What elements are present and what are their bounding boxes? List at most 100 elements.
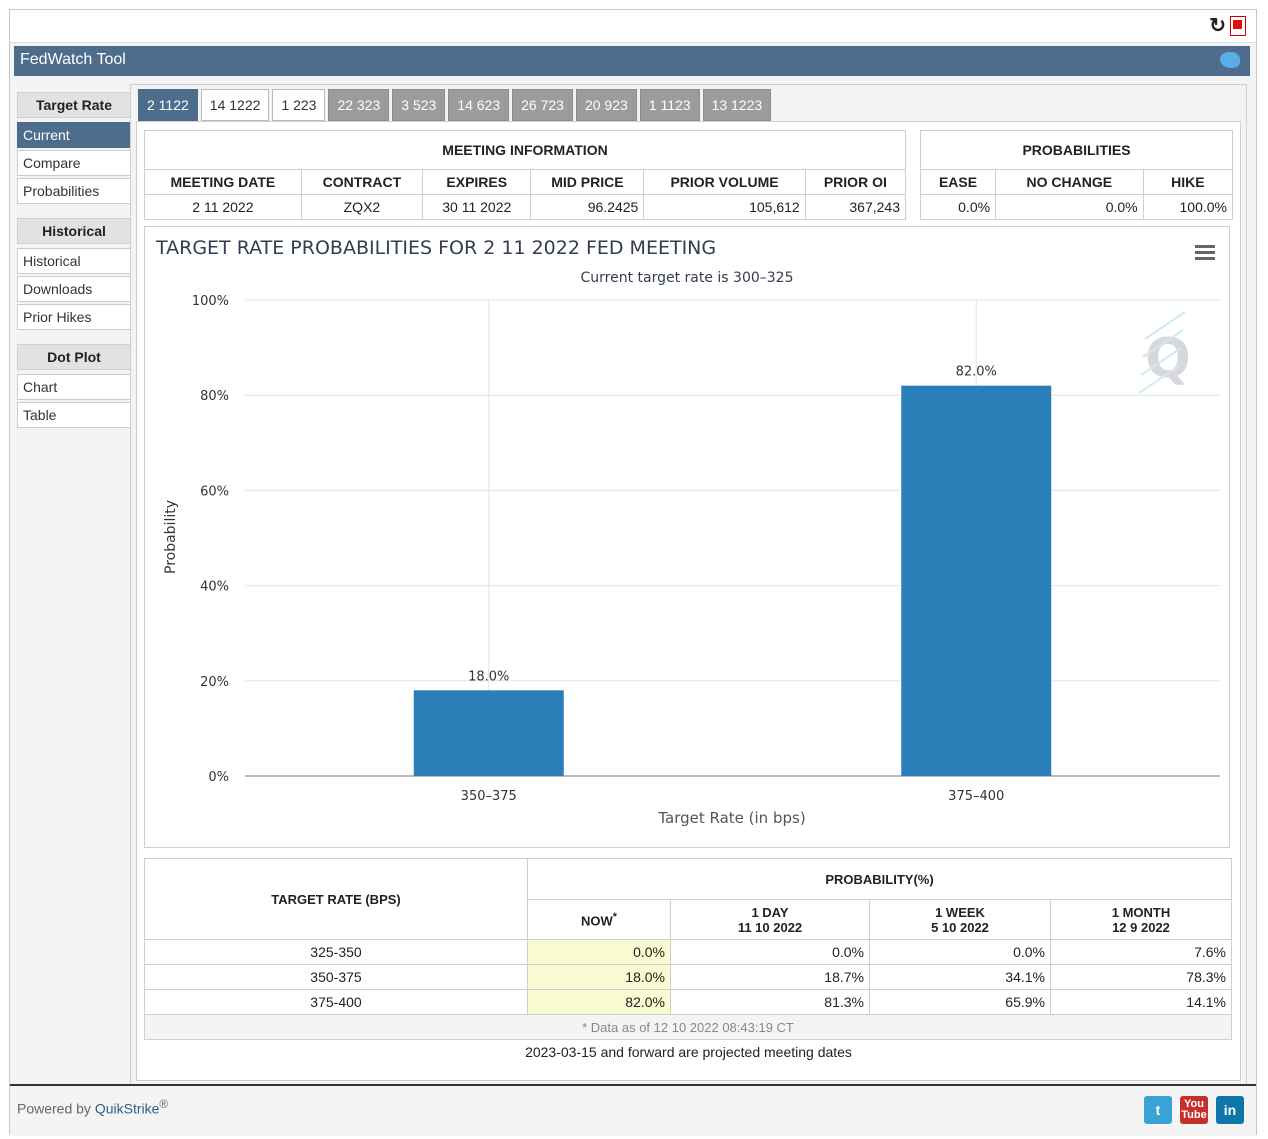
tab-meeting-2[interactable]: 14 1222 bbox=[200, 89, 270, 121]
sidebar: Target Rate Current Compare Probabilitie… bbox=[17, 92, 131, 430]
row-1-month-value: 14.1% bbox=[1050, 989, 1232, 1015]
bar-data-label: 18.0% bbox=[468, 669, 509, 684]
linkedin-icon[interactable]: in bbox=[1216, 1096, 1244, 1124]
bar-data-label: 82.0% bbox=[956, 365, 997, 380]
row-1-month-value: 78.3% bbox=[1050, 964, 1232, 990]
cell-contract: ZQX2 bbox=[300, 194, 424, 220]
tab-meeting-8[interactable]: 20 923 bbox=[575, 89, 637, 121]
quikstrike-link[interactable]: QuikStrike bbox=[94, 1100, 160, 1117]
chart-bars: 18.0% 350–375 82.0% 375–400 bbox=[413, 365, 1052, 804]
bar[interactable] bbox=[901, 385, 1052, 776]
sidebar-section-dot-plot[interactable]: Dot Plot bbox=[17, 344, 131, 370]
col-target-rate: TARGET RATE (BPS) bbox=[144, 858, 528, 940]
col-no-change: NO CHANGE bbox=[995, 169, 1144, 195]
col-expires: EXPIRES bbox=[422, 169, 532, 195]
table-row: 350-375 18.0% 18.7% 34.1% 78.3% bbox=[144, 964, 1232, 990]
cell-hike: 100.0% bbox=[1142, 194, 1234, 220]
sidebar-item-prior-hikes[interactable]: Prior Hikes bbox=[17, 304, 131, 330]
sidebar-item-current[interactable]: Current bbox=[17, 122, 131, 148]
tab-meeting-10[interactable]: 13 1223 bbox=[702, 89, 772, 121]
col-1-month-date: 12 9 2022 bbox=[1112, 919, 1170, 935]
col-now: NOW* bbox=[527, 899, 671, 940]
registered-mark: ® bbox=[159, 1098, 168, 1111]
pdf-export-icon[interactable] bbox=[1230, 16, 1246, 36]
col-1-day-label: 1 DAY bbox=[751, 904, 789, 920]
cell-meeting-date: 2 11 2022 bbox=[144, 194, 302, 220]
y-tick-label: 0% bbox=[208, 770, 229, 785]
chart-title: TARGET RATE PROBABILITIES FOR 2 11 2022 … bbox=[155, 237, 716, 259]
probability-history-table: TARGET RATE (BPS) PROBABILITY(%) NOW* 1 … bbox=[144, 858, 1232, 1040]
data-timestamp-footnote: * Data as of 12 10 2022 08:43:19 CT bbox=[144, 1014, 1232, 1040]
svg-text:Q: Q bbox=[1145, 327, 1191, 390]
col-hike: HIKE bbox=[1142, 169, 1234, 195]
chart-grid: 0% 20% 40% 60% 80% 100% bbox=[192, 294, 1220, 785]
table-row: 375-400 82.0% 81.3% 65.9% 14.1% bbox=[144, 989, 1232, 1015]
row-1-day-value: 81.3% bbox=[670, 989, 870, 1015]
main-panel: 2 1122 14 1222 1 223 22 323 3 523 14 623… bbox=[130, 84, 1247, 1086]
watermark-logo: Q bbox=[1138, 311, 1191, 394]
row-rate-label: 375-400 bbox=[144, 989, 528, 1015]
col-1-week-label: 1 WEEK bbox=[935, 904, 985, 920]
tab-meeting-5[interactable]: 3 523 bbox=[392, 89, 446, 121]
cell-expires: 30 11 2022 bbox=[422, 194, 532, 220]
row-1-week-value: 65.9% bbox=[869, 989, 1051, 1015]
sidebar-section-historical[interactable]: Historical bbox=[17, 218, 131, 244]
twitter-icon[interactable] bbox=[1220, 52, 1240, 68]
sidebar-section-target-rate[interactable]: Target Rate bbox=[17, 92, 131, 118]
cell-mid-price: 96.2425 bbox=[530, 194, 645, 220]
y-tick-label: 40% bbox=[200, 580, 229, 595]
row-1-day-value: 0.0% bbox=[670, 939, 870, 965]
twitter-share-icon[interactable]: t bbox=[1144, 1096, 1172, 1124]
col-meeting-date: MEETING DATE bbox=[144, 169, 302, 195]
probabilities-header: PROBABILITIES bbox=[920, 130, 1233, 170]
tab-meeting-6[interactable]: 14 623 bbox=[448, 89, 510, 121]
youtube-icon-bottom: Tube bbox=[1181, 1109, 1207, 1121]
col-1-day: 1 DAY 11 10 2022 bbox=[670, 899, 870, 940]
powered-by: Powered by QuikStrike® bbox=[17, 1098, 168, 1117]
col-1-month-label: 1 MONTH bbox=[1111, 904, 1171, 920]
projected-dates-note: 2023-03-15 and forward are projected mee… bbox=[525, 1044, 852, 1060]
row-1-week-value: 0.0% bbox=[869, 939, 1051, 965]
probability-chart: TARGET RATE PROBABILITIES FOR 2 11 2022 … bbox=[155, 237, 1220, 827]
row-now-value: 18.0% bbox=[527, 964, 671, 990]
y-tick-label: 80% bbox=[200, 389, 229, 404]
fedwatch-frame: ↻ FedWatch Tool Target Rate Current Comp… bbox=[9, 9, 1257, 1136]
col-probability-header: PROBABILITY(%) bbox=[527, 858, 1232, 900]
col-now-mark: * bbox=[612, 910, 617, 923]
x-tick-label: 375–400 bbox=[948, 789, 1004, 804]
hamburger-menu-icon[interactable] bbox=[1195, 245, 1215, 263]
youtube-icon[interactable]: You Tube bbox=[1180, 1096, 1208, 1124]
y-tick-label: 20% bbox=[200, 675, 229, 690]
row-1-day-value: 18.7% bbox=[670, 964, 870, 990]
tab-meeting-4[interactable]: 22 323 bbox=[328, 89, 390, 121]
y-tick-label: 60% bbox=[200, 484, 229, 499]
sidebar-item-probabilities[interactable]: Probabilities bbox=[17, 178, 131, 204]
y-axis-label: Probability bbox=[163, 500, 179, 574]
col-1-week-date: 5 10 2022 bbox=[931, 919, 989, 935]
sidebar-item-table[interactable]: Table bbox=[17, 402, 131, 428]
cell-prior-volume: 105,612 bbox=[643, 194, 806, 220]
sidebar-item-downloads[interactable]: Downloads bbox=[17, 276, 131, 302]
x-axis-label: Target Rate (in bps) bbox=[657, 809, 805, 827]
col-now-label: NOW bbox=[581, 913, 613, 929]
col-1-month: 1 MONTH 12 9 2022 bbox=[1050, 899, 1232, 940]
table-row: 325-350 0.0% 0.0% 0.0% 7.6% bbox=[144, 939, 1232, 965]
col-1-day-date: 11 10 2022 bbox=[737, 919, 803, 935]
col-contract: CONTRACT bbox=[300, 169, 424, 195]
refresh-icon[interactable]: ↻ bbox=[1209, 15, 1226, 37]
sidebar-item-compare[interactable]: Compare bbox=[17, 150, 131, 176]
y-tick-label: 100% bbox=[192, 294, 229, 309]
tab-meeting-1[interactable]: 2 1122 bbox=[138, 89, 198, 121]
tab-meeting-9[interactable]: 1 1123 bbox=[639, 89, 700, 121]
bar[interactable] bbox=[413, 690, 564, 776]
row-1-month-value: 7.6% bbox=[1050, 939, 1232, 965]
powered-by-text: Powered by bbox=[17, 1100, 95, 1117]
tab-meeting-3[interactable]: 1 223 bbox=[272, 89, 326, 121]
sidebar-item-chart[interactable]: Chart bbox=[17, 374, 131, 400]
meeting-info-table: MEETING INFORMATION MEETING DATE CONTRAC… bbox=[144, 130, 907, 220]
col-prior-volume: PRIOR VOLUME bbox=[643, 169, 806, 195]
sidebar-item-historical[interactable]: Historical bbox=[17, 248, 131, 274]
tab-meeting-7[interactable]: 26 723 bbox=[512, 89, 573, 121]
meeting-info-header: MEETING INFORMATION bbox=[144, 130, 906, 170]
row-now-value: 0.0% bbox=[527, 939, 671, 965]
